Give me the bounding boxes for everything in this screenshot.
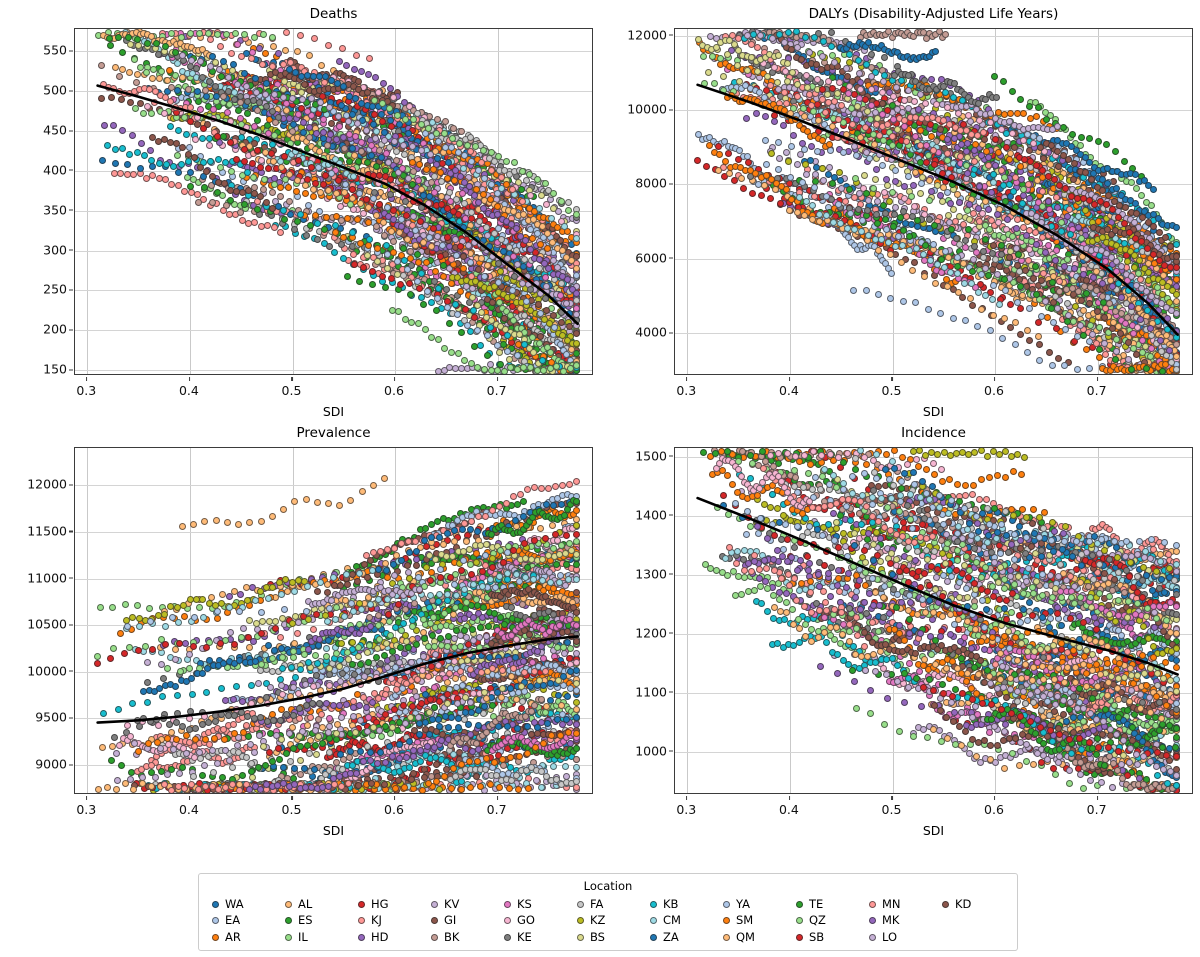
x-axis-label-dalys: SDI [674, 404, 1193, 419]
y-tick-label: 550 [43, 43, 67, 58]
y-tick-label: 400 [43, 162, 67, 177]
panel-dalys: DALYs (Disability-Adjusted Life Years) A… [674, 28, 1193, 375]
plot-area-dalys [674, 28, 1193, 375]
x-tick-label: 0.5 [282, 383, 302, 398]
x-tick-label: 0.4 [179, 383, 199, 398]
x-tick-label: 0.3 [76, 383, 96, 398]
y-tick-label: 450 [43, 123, 67, 138]
y-tick-label: 300 [43, 242, 67, 257]
panel-deaths: Deaths Age standardized rate SDI 1502002… [74, 28, 593, 375]
x-tick-label: 0.6 [384, 383, 404, 398]
y-tick-label: 150 [43, 362, 67, 377]
x-axis-label-deaths: SDI [74, 404, 593, 419]
figure-root: Deaths Age standardized rate SDI 1502002… [0, 0, 1200, 957]
y-tick-label: 250 [43, 282, 67, 297]
x-tick-label: 0.7 [487, 383, 507, 398]
panel-title-deaths: Deaths [74, 6, 593, 22]
trend-line [75, 29, 592, 374]
y-tick-label: 500 [43, 83, 67, 98]
panel-title-dalys: DALYs (Disability-Adjusted Life Years) [674, 6, 1193, 22]
y-tick-label: 350 [43, 202, 67, 217]
y-tick-label: 200 [43, 322, 67, 337]
plot-area-deaths [74, 28, 593, 375]
